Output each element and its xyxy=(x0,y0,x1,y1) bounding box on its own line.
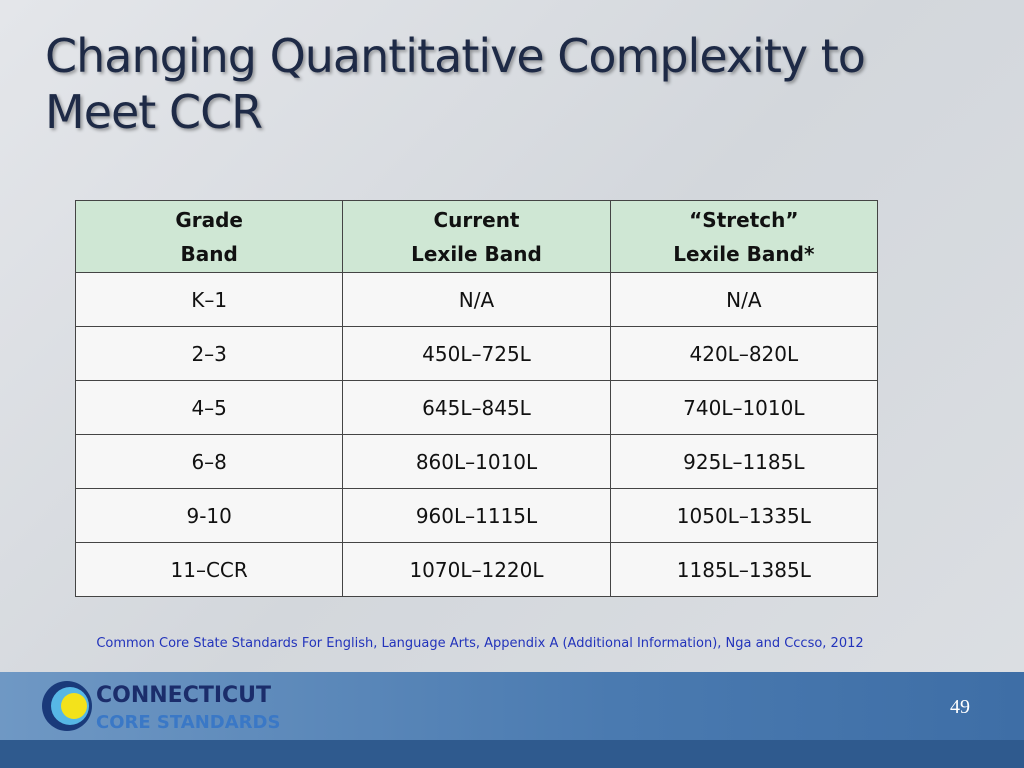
table-cell: 2–3 xyxy=(74,326,344,381)
table-cell: 420L–820L xyxy=(609,326,879,381)
table-cell: 450L–725L xyxy=(342,326,611,381)
header-cell: Current Lexile Band xyxy=(342,200,611,273)
table-row: 6–8 860L–1010L 925L–1185L xyxy=(74,434,879,489)
table-cell: 1050L–1335L xyxy=(609,488,879,543)
header-row: Grade Band Current Lexile Band “Stretch” Lexi… xyxy=(74,200,879,273)
logo-line1: CONNECTICUT xyxy=(96,683,271,708)
table-cell: K–1 xyxy=(74,272,344,327)
table-cell: 645L–845L xyxy=(342,380,611,435)
footer-band-dark xyxy=(0,740,1024,768)
table-cell: 11–CCR xyxy=(74,542,344,597)
table-row: 11–CCR 1070L–1220L 1185L–1385L xyxy=(74,542,879,597)
logo-line2: CORE STANDARDS xyxy=(96,712,280,733)
lexile-table: Grade Band Current Lexile Band “Stretch” Lexi… xyxy=(74,200,879,597)
header-line: Grade xyxy=(175,207,243,232)
table-cell: 9-10 xyxy=(74,488,344,543)
table-cell: N/A xyxy=(342,272,611,327)
table-cell: 925L–1185L xyxy=(609,434,879,489)
logo: CONNECTICUT CORE STANDARDS xyxy=(42,681,280,733)
table-cell: 960L–1115L xyxy=(342,488,611,543)
table-row: 2–3 450L–725L 420L–820L xyxy=(74,326,879,381)
table-row: 9-10 960L–1115L 1050L–1335L xyxy=(74,488,879,543)
header-line: Lexile Band xyxy=(411,241,542,266)
table-cell: 4–5 xyxy=(74,380,344,435)
header-line: Current xyxy=(433,207,520,232)
header-line: Band xyxy=(180,241,238,266)
page-number: 49 xyxy=(950,696,970,718)
logo-dot xyxy=(61,693,87,719)
table-cell: 740L–1010L xyxy=(609,380,879,435)
table-cell: N/A xyxy=(609,272,879,327)
header-cell: “Stretch” Lexile Band* xyxy=(609,200,879,273)
footer-band xyxy=(0,672,1024,740)
table-row: 4–5 645L–845L 740L–1010L xyxy=(74,380,879,435)
slide-title: Changing Quantitative Complexity to Meet… xyxy=(45,29,866,139)
header-cell: Grade Band xyxy=(74,200,344,273)
table-cell: 1070L–1220L xyxy=(342,542,611,597)
header-line: Lexile Band* xyxy=(673,241,815,266)
table-cell: 860L–1010L xyxy=(342,434,611,489)
citation: Common Core State Standards For English,… xyxy=(96,636,864,651)
header-line: “Stretch” xyxy=(689,207,799,232)
table-cell: 6–8 xyxy=(74,434,344,489)
table-row: K–1 N/A N/A xyxy=(74,272,879,327)
table-body: K–1 N/A N/A 2–3 450L–725L 420L–820L 4–5 645L–84… xyxy=(74,272,879,597)
table-cell: 1185L–1385L xyxy=(609,542,879,597)
